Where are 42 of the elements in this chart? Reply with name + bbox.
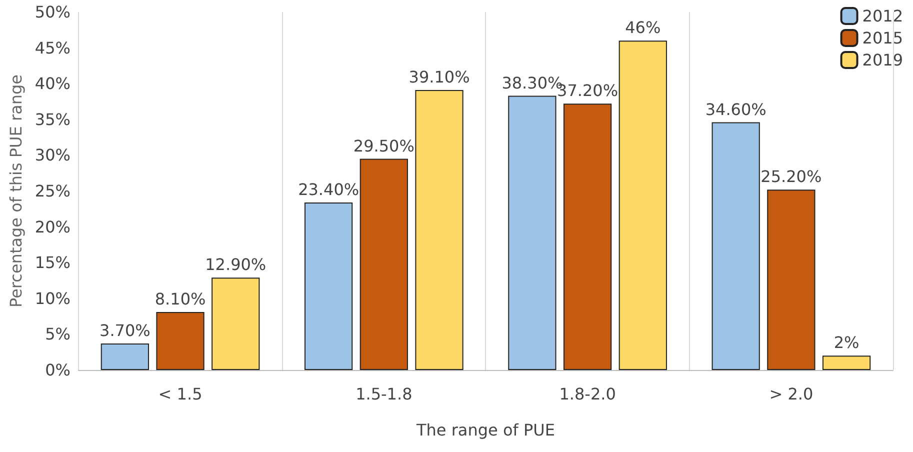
x-tick-label: > 2.0 [769, 384, 814, 404]
y-tick-label: 35% [34, 110, 70, 129]
data-label: 29.50% [353, 136, 414, 156]
x-tick-label: 1.8-2.0 [559, 384, 616, 404]
x-tick-label: < 1.5 [158, 384, 202, 404]
y-tick-label: 5% [45, 324, 70, 344]
legend-label: 2019 [862, 50, 903, 70]
bar [100, 344, 149, 370]
legend-label: 2015 [862, 28, 903, 48]
x-tick-label: 1.5-1.8 [356, 384, 412, 404]
data-label: 34.60% [705, 100, 766, 119]
data-label: 8.10% [154, 290, 206, 309]
bar [415, 90, 464, 370]
y-tick-label: 50% [34, 2, 70, 22]
bar [563, 104, 612, 370]
bar [618, 40, 667, 370]
bar [156, 312, 204, 370]
data-label: 39.10% [408, 68, 470, 87]
y-tick-label: 0% [45, 360, 70, 380]
y-tick-label: 45% [34, 38, 70, 58]
data-label: 46% [625, 18, 661, 38]
data-label: 25.20% [760, 167, 822, 186]
data-label: 3.70% [100, 321, 150, 340]
bar [712, 122, 760, 370]
data-label: 2% [834, 333, 860, 352]
y-tick-label: 20% [34, 217, 70, 236]
bar [508, 96, 556, 370]
y-tick-label: 40% [34, 74, 70, 94]
bar [360, 158, 408, 370]
data-label: 23.40% [298, 180, 360, 199]
legend-label: 2012 [862, 6, 903, 26]
bar [304, 202, 353, 370]
y-tick-label: 15% [34, 253, 70, 272]
y-tick-label: 30% [34, 146, 70, 165]
bar [212, 278, 260, 370]
bar [767, 190, 816, 370]
data-label: 12.90% [205, 255, 266, 274]
y-axis-title: Percentage of this PUE range [6, 74, 26, 308]
y-tick-label: 25% [34, 182, 70, 200]
bar [822, 356, 871, 370]
y-tick-label: 10% [34, 288, 70, 308]
x-axis-title: The range of PUE [416, 420, 555, 440]
